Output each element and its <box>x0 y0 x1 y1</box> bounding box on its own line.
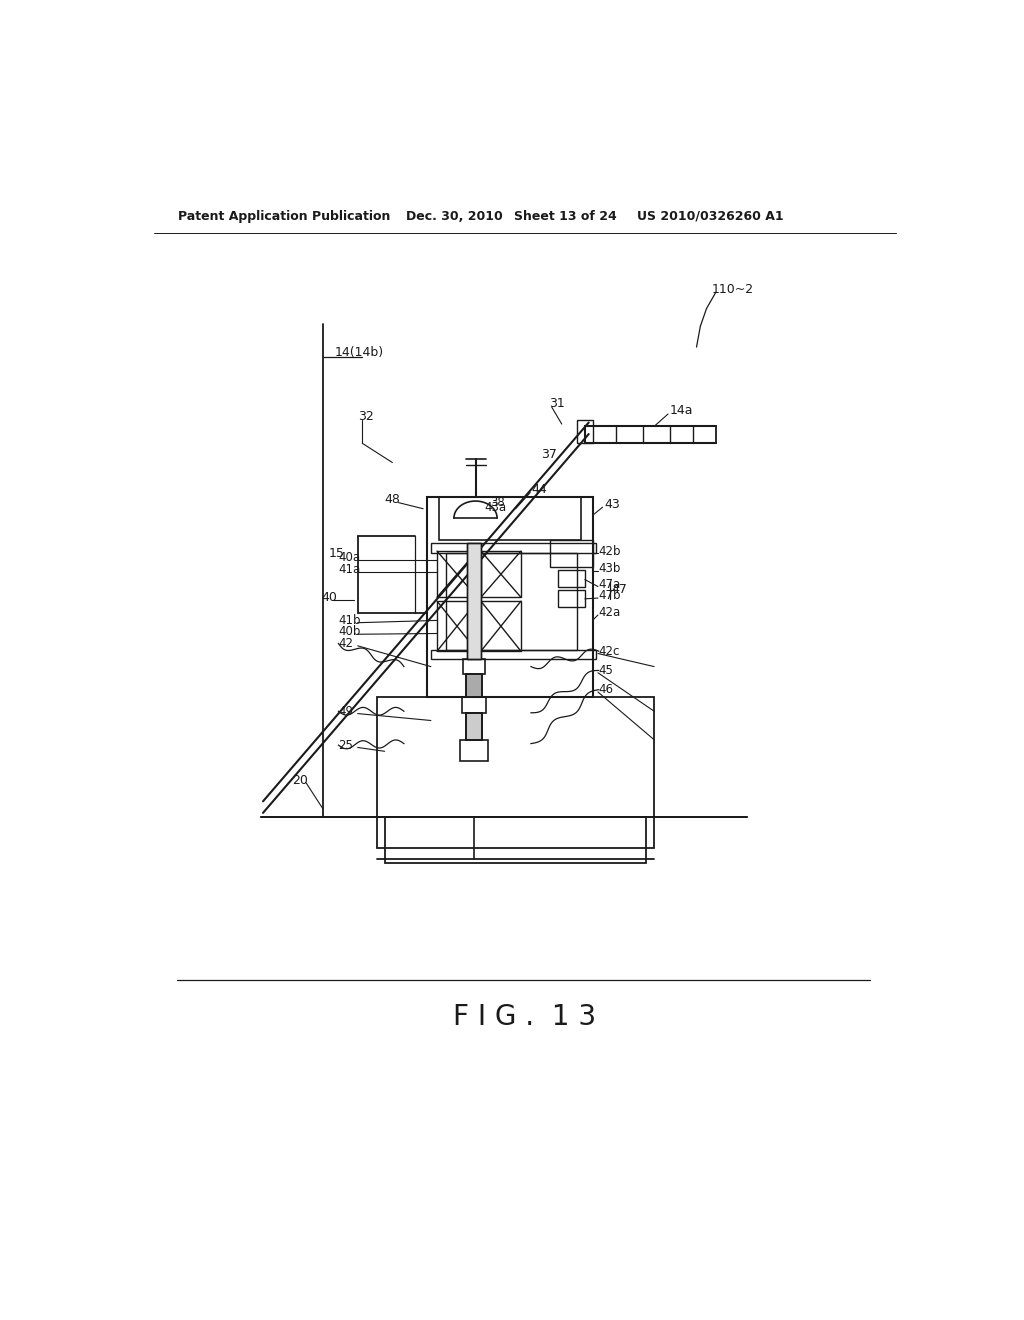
Text: 25: 25 <box>339 739 353 751</box>
Bar <box>427 498 593 697</box>
Text: 46: 46 <box>599 684 613 696</box>
Text: Patent Application Publication: Patent Application Publication <box>178 210 391 223</box>
Bar <box>446 553 578 649</box>
Bar <box>462 697 486 713</box>
Text: 14a: 14a <box>670 404 693 417</box>
Text: 41a: 41a <box>339 564 360 576</box>
Text: Sheet 13 of 24: Sheet 13 of 24 <box>514 210 616 223</box>
Text: 42: 42 <box>339 638 353 649</box>
Bar <box>481 552 521 598</box>
Text: 42b: 42b <box>599 545 622 557</box>
Bar <box>431 544 596 553</box>
Text: 14(14b): 14(14b) <box>335 346 384 359</box>
Bar <box>558 590 585 607</box>
Text: 110~2: 110~2 <box>712 282 754 296</box>
Bar <box>431 649 596 659</box>
Text: F I G .  1 3: F I G . 1 3 <box>454 1003 596 1031</box>
Bar <box>437 601 477 651</box>
Text: 44: 44 <box>531 483 547 496</box>
Bar <box>578 420 593 444</box>
Text: 40: 40 <box>322 591 337 603</box>
Text: 47a: 47a <box>599 578 621 591</box>
Bar <box>385 817 646 863</box>
Text: 43: 43 <box>604 499 620 511</box>
Text: 48: 48 <box>385 492 400 506</box>
Text: 43a: 43a <box>484 500 507 513</box>
Text: 47b: 47b <box>599 589 622 602</box>
Text: 49: 49 <box>339 705 353 718</box>
Text: Dec. 30, 2010: Dec. 30, 2010 <box>407 210 503 223</box>
Bar <box>466 675 481 697</box>
Bar <box>377 697 654 847</box>
Bar <box>466 675 481 697</box>
Bar <box>481 601 521 651</box>
Text: 41b: 41b <box>339 614 361 627</box>
Text: 47: 47 <box>611 583 628 597</box>
Bar <box>437 552 477 598</box>
Text: 31: 31 <box>549 397 564 409</box>
Text: 15: 15 <box>329 546 344 560</box>
Text: 32: 32 <box>357 409 374 422</box>
Bar <box>463 659 484 675</box>
Bar <box>466 713 481 739</box>
Bar <box>438 498 581 540</box>
Text: 38: 38 <box>490 496 505 510</box>
Bar <box>467 544 481 659</box>
Text: 40b: 40b <box>339 626 360 639</box>
Text: 20: 20 <box>292 774 308 787</box>
Text: 42a: 42a <box>599 606 621 619</box>
Text: 37: 37 <box>541 449 557 462</box>
Bar <box>467 544 481 659</box>
Text: 43b: 43b <box>599 562 622 576</box>
Text: 42c: 42c <box>599 644 621 657</box>
Bar <box>558 570 585 587</box>
Text: 40a: 40a <box>339 550 360 564</box>
Text: 45: 45 <box>599 664 613 677</box>
Bar <box>460 739 487 762</box>
Bar <box>550 540 593 566</box>
Bar <box>466 713 481 739</box>
Text: US 2010/0326260 A1: US 2010/0326260 A1 <box>637 210 783 223</box>
